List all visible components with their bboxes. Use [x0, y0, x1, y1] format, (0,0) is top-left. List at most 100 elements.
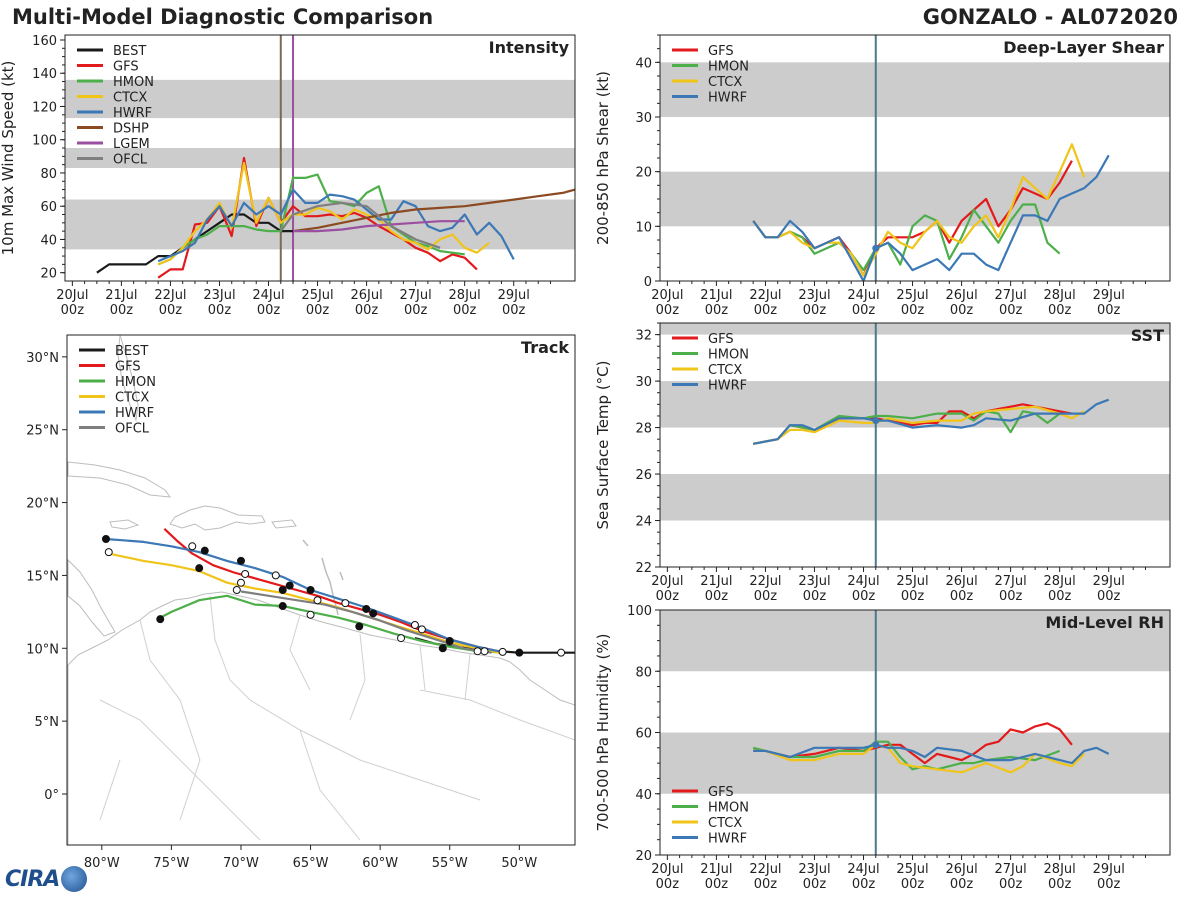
sst-legend-label: HMON [708, 348, 749, 363]
track-marker [278, 586, 287, 594]
sst-xtick-label: 20Jul [651, 574, 683, 589]
intensity-series-best [96, 213, 293, 274]
rh-xtick-label: 00z [1048, 877, 1072, 892]
intensity-xtick-label: 29Jul [498, 288, 530, 303]
shear-title: Deep-Layer Shear [1003, 38, 1164, 57]
intensity-legend-label: GFS [113, 60, 139, 75]
sst-legend-label: HWRF [708, 379, 747, 394]
intensity-xtick-label: 21Jul [105, 288, 137, 303]
shear-ytick-label: 0 [644, 275, 652, 290]
rh-chart: 2040608010020Jul00z21Jul00z22Jul00z23Jul… [594, 604, 1171, 892]
sst-xtick-label: 29Jul [1093, 574, 1125, 589]
intensity-legend-label: DSHP [113, 122, 149, 137]
track-chart: 0° 5°N 10°N 15°N 20°N 25°N 30°N 80°W 75°W 70°W 65°… [26, 334, 576, 871]
track-xtick-label: 75°W [153, 856, 189, 871]
sst-frame [659, 322, 1171, 568]
sst-xtick-label: 25Jul [896, 574, 928, 589]
intensity-series-lgem [293, 220, 465, 233]
rh-xtick-label: 26Jul [945, 862, 977, 877]
track-marker [188, 542, 197, 551]
shear-series-hwrf [752, 154, 1110, 281]
sst-xtick-label: 26Jul [945, 574, 977, 589]
map-island-hispaniola [169, 505, 266, 531]
storm-title: GONZALO - AL072020 [922, 5, 1178, 29]
sst-xtick-label: 00z [852, 589, 876, 604]
track-marker [271, 571, 280, 580]
track-marker [306, 610, 315, 619]
rh-series-gfs [753, 722, 1073, 765]
rh-ytick-label: 20 [635, 849, 652, 864]
track-marker [285, 581, 294, 590]
rh-xtick-label: 00z [1097, 877, 1121, 892]
shear-band [660, 62, 1170, 117]
intensity-xtick-label: 27Jul [400, 288, 432, 303]
intensity-ytick-label: 80 [40, 167, 57, 182]
shear-xtick-label: 00z [901, 303, 925, 318]
sst-series-hwrf [752, 398, 1110, 445]
intensity-series-gfs [157, 156, 478, 279]
track-ytick-label: 5°N [35, 715, 60, 730]
rh-band [660, 732, 1170, 794]
rh-xtick-label: 00z [950, 877, 974, 892]
shear-xtick-label: 00z [999, 303, 1023, 318]
map-south-america [67, 591, 575, 845]
rh-xtick-label: 21Jul [700, 862, 732, 877]
shear-ytick-label: 20 [635, 166, 652, 181]
map-island-puerto-rico [271, 519, 297, 529]
track-ytick-label: 25°N [26, 424, 59, 439]
intensity-xtick-label: 00z [257, 303, 281, 318]
intensity-legend-label: OFCL [113, 153, 148, 168]
intensity-chart: 2040608010012014016020Jul00z21Jul00z22Ju… [0, 34, 576, 318]
sst-now-point [872, 417, 880, 425]
sst-xtick-label: 00z [999, 589, 1023, 604]
track-marker [355, 622, 364, 631]
shear-xtick-label: 00z [754, 303, 778, 318]
shear-xtick-label: 22Jul [749, 288, 781, 303]
sst-xtick-label: 00z [803, 589, 827, 604]
intensity-band [65, 148, 575, 168]
intensity-ytick-label: 100 [32, 134, 57, 149]
shear-xtick-label: 27Jul [995, 288, 1027, 303]
track-marker [473, 647, 482, 656]
intensity-xtick-label: 25Jul [301, 288, 333, 303]
sst-band [660, 474, 1170, 521]
track-xtick-label: 55°W [432, 856, 468, 871]
rh-xtick-label: 20Jul [651, 862, 683, 877]
intensity-series-hwrf [157, 188, 515, 263]
track-series-gfs [163, 527, 506, 654]
track-marker [236, 578, 245, 587]
intensity-xtick-label: 20Jul [56, 288, 88, 303]
track-marker [362, 604, 371, 613]
rh-xtick-label: 27Jul [995, 862, 1027, 877]
rh-xtick-label: 25Jul [896, 862, 928, 877]
shear-band [660, 171, 1170, 227]
track-marker [397, 634, 406, 643]
track-marker [104, 548, 113, 557]
rh-ytick-label: 80 [635, 665, 652, 680]
shear-xtick-label: 00z [852, 303, 876, 318]
sst-xtick-label: 21Jul [700, 574, 732, 589]
intensity-ytick-label: 160 [32, 34, 57, 49]
intensity-ytick-label: 20 [40, 267, 57, 282]
shear-legend-label: HWRF [708, 91, 747, 106]
map-borders [99, 595, 575, 841]
shear-xtick-label: 00z [705, 303, 729, 318]
sst-title: SST [1131, 326, 1164, 345]
track-marker [341, 599, 350, 608]
intensity-xtick-label: 26Jul [350, 288, 382, 303]
rh-ylabel: 700-500 hPa Humidity (%) [594, 633, 612, 831]
track-marker [417, 625, 426, 634]
sst-xtick-label: 22Jul [749, 574, 781, 589]
track-marker [101, 535, 110, 543]
intensity-legend-label: HMON [113, 75, 154, 90]
intensity-ytick-label: 140 [32, 67, 57, 82]
intensity-xtick-label: 22Jul [154, 288, 186, 303]
intensity-series-ofcl [279, 201, 441, 249]
track-marker [498, 647, 507, 656]
rh-xtick-label: 00z [656, 877, 680, 892]
rh-xtick-label: 28Jul [1044, 862, 1076, 877]
intensity-band [65, 79, 575, 119]
track-ytick-label: 10°N [26, 642, 59, 657]
rh-xtick-label: 00z [803, 877, 827, 892]
rh-ytick-label: 40 [635, 788, 652, 803]
